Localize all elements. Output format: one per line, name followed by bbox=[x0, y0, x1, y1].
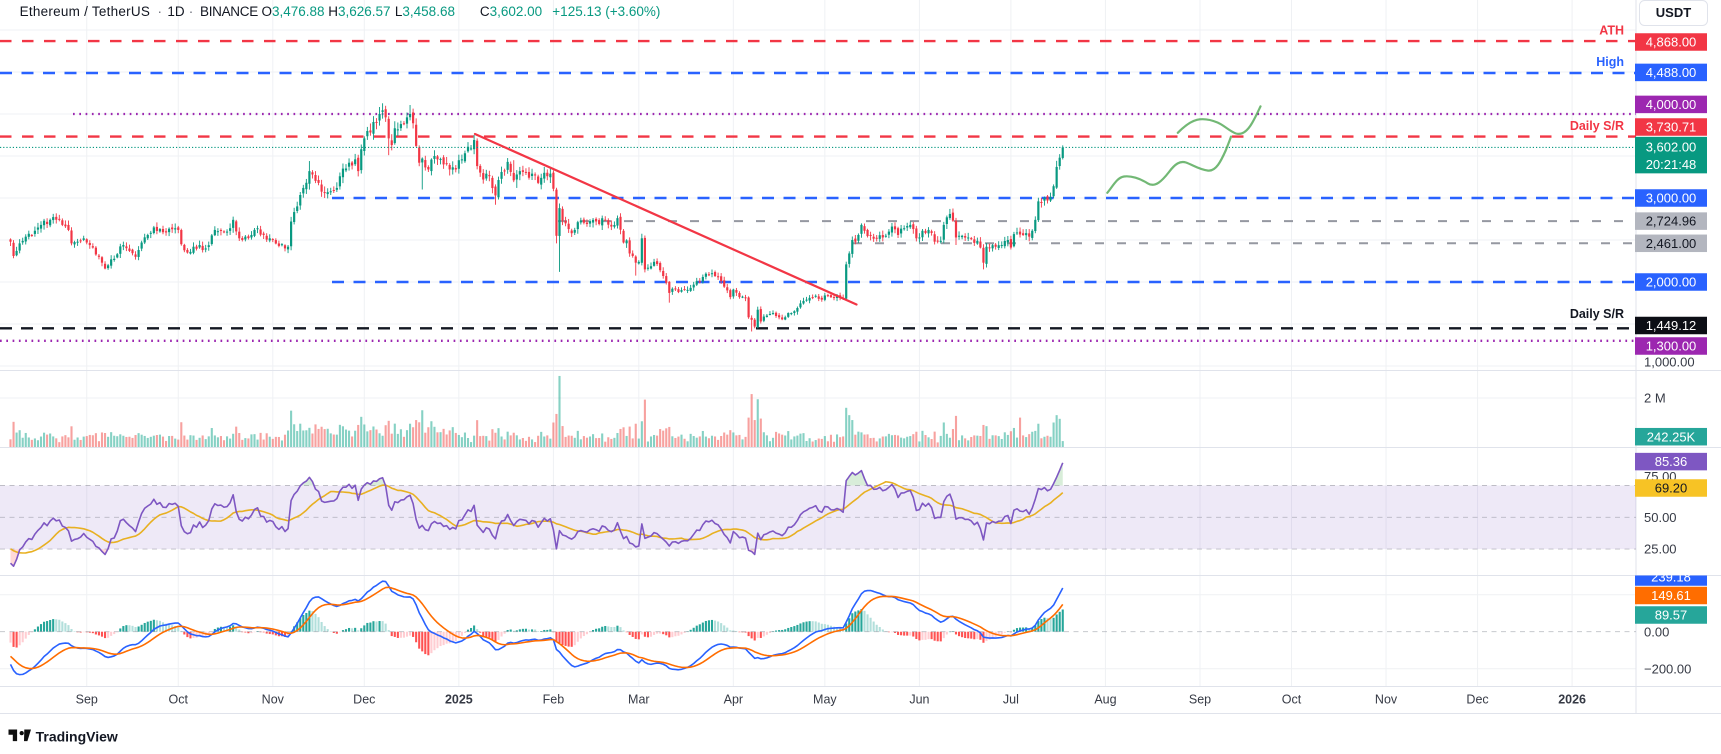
svg-text:·: · bbox=[189, 4, 194, 19]
svg-text:4,000.00: 4,000.00 bbox=[1646, 97, 1697, 112]
svg-text:+125.13 (+3.60%): +125.13 (+3.60%) bbox=[552, 4, 660, 19]
svg-text:USDT: USDT bbox=[1656, 5, 1691, 20]
svg-text:20:21:48: 20:21:48 bbox=[1646, 157, 1697, 172]
svg-text:3,602.00: 3,602.00 bbox=[1646, 140, 1697, 155]
svg-text:69.20: 69.20 bbox=[1655, 481, 1688, 496]
svg-text:Mar: Mar bbox=[628, 693, 650, 707]
svg-text:Daily S/R: Daily S/R bbox=[1570, 119, 1624, 133]
svg-text:2,461.00: 2,461.00 bbox=[1646, 236, 1697, 251]
svg-text:0.00: 0.00 bbox=[1644, 624, 1669, 639]
svg-text:85.36: 85.36 bbox=[1655, 454, 1688, 469]
svg-text:2025: 2025 bbox=[445, 693, 473, 707]
svg-text:2,000.00: 2,000.00 bbox=[1646, 275, 1697, 290]
svg-text:4,868.00: 4,868.00 bbox=[1646, 35, 1697, 50]
svg-text:May: May bbox=[813, 693, 837, 707]
svg-text:O3,476.88: O3,476.88 bbox=[262, 4, 325, 19]
svg-text:89.57: 89.57 bbox=[1655, 608, 1688, 623]
svg-text:ATH: ATH bbox=[1599, 24, 1624, 38]
svg-text:2026: 2026 bbox=[1558, 693, 1586, 707]
svg-text:2,724.96: 2,724.96 bbox=[1646, 214, 1697, 229]
svg-text:1,000.00: 1,000.00 bbox=[1644, 355, 1695, 370]
svg-text:Jun: Jun bbox=[909, 693, 929, 707]
svg-text:1,300.00: 1,300.00 bbox=[1646, 339, 1697, 354]
svg-text:3,000.00: 3,000.00 bbox=[1646, 191, 1697, 206]
svg-text:Ethereum / TetherUS: Ethereum / TetherUS bbox=[20, 4, 151, 19]
svg-text:242.25K: 242.25K bbox=[1647, 429, 1696, 444]
svg-text:·: · bbox=[158, 4, 163, 19]
svg-text:C3,602.00: C3,602.00 bbox=[480, 4, 542, 19]
svg-text:Dec: Dec bbox=[1466, 693, 1488, 707]
svg-text:3,730.71: 3,730.71 bbox=[1646, 120, 1697, 135]
svg-text:4,488.00: 4,488.00 bbox=[1646, 65, 1697, 80]
svg-text:2 M: 2 M bbox=[1644, 391, 1666, 406]
svg-text:Feb: Feb bbox=[543, 693, 565, 707]
svg-text:BINANCE: BINANCE bbox=[200, 4, 258, 19]
svg-text:Nov: Nov bbox=[1375, 693, 1398, 707]
svg-text:Daily S/R: Daily S/R bbox=[1570, 307, 1624, 321]
svg-text:Oct: Oct bbox=[169, 693, 189, 707]
svg-text:239.18: 239.18 bbox=[1651, 570, 1691, 585]
svg-text:Apr: Apr bbox=[724, 693, 743, 707]
svg-text:TradingView: TradingView bbox=[36, 729, 118, 745]
svg-text:High: High bbox=[1596, 55, 1624, 69]
svg-text:Aug: Aug bbox=[1094, 693, 1116, 707]
svg-text:50.00: 50.00 bbox=[1644, 510, 1677, 525]
svg-text:Dec: Dec bbox=[353, 693, 375, 707]
svg-text:H3,626.57: H3,626.57 bbox=[328, 4, 390, 19]
svg-text:Nov: Nov bbox=[262, 693, 285, 707]
svg-text:25.00: 25.00 bbox=[1644, 542, 1677, 557]
svg-text:−200.00: −200.00 bbox=[1644, 661, 1691, 676]
svg-text:Sep: Sep bbox=[76, 693, 98, 707]
svg-text:L3,458.68: L3,458.68 bbox=[395, 4, 455, 19]
svg-text:1,449.12: 1,449.12 bbox=[1646, 318, 1697, 333]
svg-text:Jul: Jul bbox=[1003, 693, 1019, 707]
svg-text:Oct: Oct bbox=[1282, 693, 1302, 707]
svg-text:149.61: 149.61 bbox=[1651, 588, 1691, 603]
svg-text:1D: 1D bbox=[167, 4, 185, 19]
svg-text:Sep: Sep bbox=[1189, 693, 1211, 707]
